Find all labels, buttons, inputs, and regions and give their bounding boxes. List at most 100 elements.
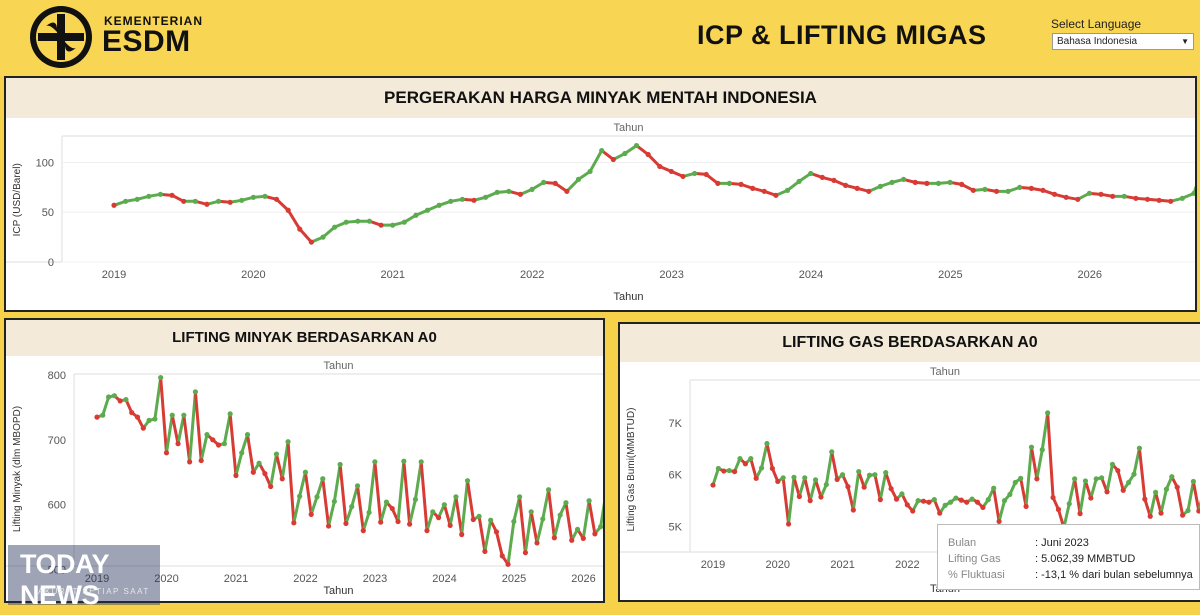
data-point: [657, 163, 663, 170]
data-point: [557, 512, 563, 518]
data-point: [726, 467, 732, 474]
lifting-minyak-title: LIFTING MINYAK BERDASARKAN A0: [6, 320, 603, 356]
data-point: [1051, 191, 1058, 197]
data-point: [320, 476, 326, 482]
data-point: [534, 540, 540, 546]
data-point: [401, 219, 407, 225]
x-axis-title: Tahun: [614, 291, 644, 303]
data-point: [796, 178, 802, 184]
series-segment: [361, 510, 371, 533]
data-point: [1163, 486, 1170, 492]
series-segment: [518, 495, 527, 555]
series-segment: [878, 471, 888, 502]
lifting-minyak-chart[interactable]: Tahun 500 600 700 800 2019 2020 2021 2022 2023 202…: [6, 356, 603, 601]
series-segment: [176, 413, 186, 446]
data-point: [964, 499, 970, 505]
data-point: [181, 412, 187, 418]
series-segment: [448, 495, 458, 527]
series-segment: [803, 476, 812, 503]
data-point: [937, 510, 943, 516]
data-point: [883, 470, 889, 476]
icp-chart-title: PERGERAKAN HARGA MINYAK MENTAH INDONESIA: [6, 78, 1195, 118]
data-point: [459, 531, 465, 538]
x-tick-label: 2022: [895, 559, 919, 571]
data-point: [227, 199, 233, 205]
series-segment: [199, 433, 209, 463]
data-point: [389, 505, 395, 512]
data-point: [505, 561, 511, 567]
data-point: [157, 191, 164, 197]
data-point: [210, 437, 216, 443]
data-point: [780, 475, 786, 481]
series-segment: [460, 479, 470, 536]
data-point: [453, 494, 459, 500]
y-tick-label: 5K: [669, 522, 683, 534]
series-segment: [188, 390, 197, 464]
lifting-gas-title: LIFTING GAS BERDASARKAN A0: [620, 324, 1200, 362]
data-point: [1018, 475, 1024, 481]
data-point: [1093, 476, 1099, 482]
data-point: [273, 196, 280, 202]
data-point: [586, 498, 592, 504]
data-point: [279, 476, 285, 482]
data-point: [308, 239, 315, 245]
language-value: Bahasa Indonesia: [1057, 36, 1138, 47]
data-point: [710, 482, 716, 488]
data-point: [250, 469, 256, 475]
y-axis-title: Lifting Minyak (dlm MBOPD): [12, 406, 23, 532]
data-point: [564, 188, 570, 194]
lifting-gas-panel: LIFTING GAS BERDASARKAN A0 Tahun 5K 6K 7K 20…: [618, 322, 1200, 602]
series-segment: [824, 450, 834, 487]
column-header: Tahun: [930, 366, 960, 378]
data-point: [1147, 513, 1153, 519]
data-point: [1007, 491, 1013, 498]
tooltip-label-fluctuation: % Fluktuasi: [948, 569, 1005, 581]
data-point: [528, 509, 534, 515]
data-point: [325, 523, 332, 529]
tooltip-value-gas: : 5.062,39 MMBTUD: [1035, 553, 1136, 565]
data-point: [784, 187, 791, 193]
data-point: [343, 219, 349, 225]
data-point: [915, 498, 921, 504]
data-point: [424, 528, 430, 534]
data-point: [1142, 496, 1148, 502]
x-tick-label: 2024: [432, 573, 456, 585]
series-segment: [1154, 490, 1163, 515]
series-segment: [529, 510, 539, 545]
data-point: [244, 432, 251, 438]
series-segment: [581, 499, 591, 540]
data-point: [808, 170, 814, 177]
series-segment: [1029, 445, 1039, 481]
data-point: [285, 207, 291, 213]
series-segment: [523, 510, 533, 555]
series-segment: [851, 470, 861, 512]
data-point: [769, 465, 775, 472]
x-tick-label: 2022: [293, 573, 317, 585]
series-segment: [466, 479, 475, 522]
data-point: [494, 189, 500, 195]
watermark: TODAY NEWS AKURAT SETIAP SAAT: [8, 545, 160, 610]
data-point: [1179, 195, 1185, 201]
data-point: [482, 194, 489, 200]
x-tick-label: 2019: [85, 573, 109, 585]
data-point: [993, 188, 1000, 194]
data-point: [1066, 501, 1072, 507]
data-point: [599, 147, 605, 154]
series-segment: [1186, 479, 1195, 513]
series-segment: [1192, 185, 1195, 195]
data-point: [845, 484, 851, 490]
data-point: [569, 537, 575, 543]
language-select[interactable]: Bahasa Indonesia ▼: [1052, 33, 1194, 50]
data-point: [291, 520, 297, 526]
series-segment: [1116, 469, 1125, 492]
data-point: [775, 478, 781, 485]
data-point: [343, 520, 349, 527]
icp-chart[interactable]: Tahun 0 50 100 2019 2020 2021 2022 2023 2024 2025 2…: [6, 118, 1195, 310]
series-segment: [101, 395, 111, 417]
data-point: [158, 374, 164, 381]
series-segment: [327, 499, 336, 528]
series-segment: [344, 505, 354, 525]
data-point: [1077, 511, 1083, 517]
data-point: [187, 459, 193, 465]
series-segment: [269, 452, 278, 489]
